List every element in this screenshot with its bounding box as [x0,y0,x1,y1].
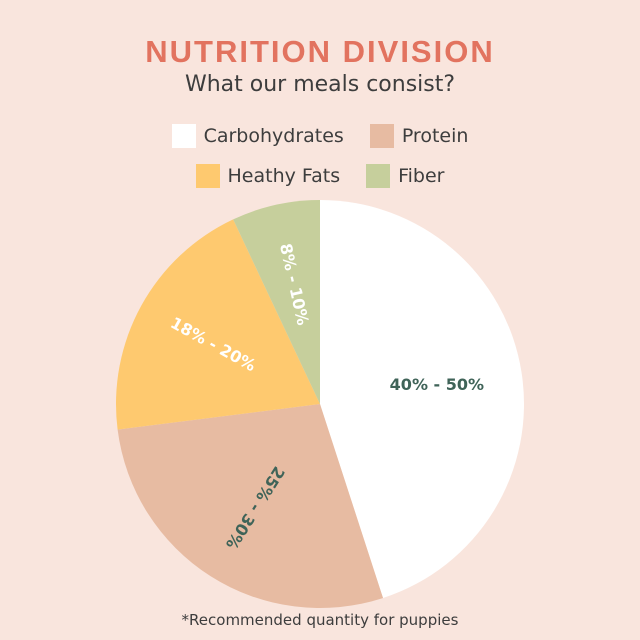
legend-swatch-fiber [366,164,391,188]
chart-title: NUTRITION DIVISION [145,34,495,69]
legend-swatch-protein [369,124,394,148]
legend-swatch-healthy-fats [195,164,220,188]
slice-label-carbohydrates: 40% - 50% [390,375,484,394]
legend-item-carbohydrates: Carbohydrates [171,124,344,148]
pie-slice-carbohydrates [320,200,524,599]
pie-slice-protein [117,404,384,608]
footnote: *Recommended quantity for puppies [181,611,459,629]
legend-item-fiber: Fiber [366,164,444,188]
legend-row-2: Heathy Fats Fiber [0,164,640,188]
legend-swatch-carbohydrates [171,124,196,148]
legend-label-carbohydrates: Carbohydrates [203,125,344,147]
legend-row-1: Carbohydrates Protein [0,124,640,148]
chart-subtitle: What our meals consist? [184,72,456,97]
pie-slice-fiber [233,200,320,404]
pie-slice-healthy-fats [116,219,321,430]
legend-label-fiber: Fiber [398,165,445,187]
legend-label-protein: Protein [401,125,469,147]
legend-item-healthy-fats: Heathy Fats [195,164,341,188]
legend-item-protein: Protein [369,124,469,148]
legend-label-healthy-fats: Heathy Fats [227,165,341,187]
